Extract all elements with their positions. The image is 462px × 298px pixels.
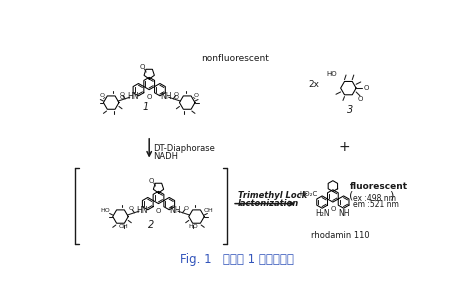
Text: HO₂C: HO₂C: [299, 191, 317, 197]
Text: O: O: [149, 179, 154, 184]
Text: HO: HO: [100, 208, 109, 213]
Text: O: O: [146, 94, 152, 100]
Text: O: O: [156, 208, 161, 214]
Text: +: +: [339, 140, 350, 154]
Text: rhodamin 110: rhodamin 110: [311, 232, 370, 240]
Text: O: O: [174, 92, 179, 97]
Text: NH: NH: [169, 206, 181, 215]
Text: O: O: [183, 206, 188, 211]
Text: O: O: [120, 92, 125, 97]
Text: HO: HO: [326, 71, 337, 77]
Text: 3: 3: [347, 105, 353, 115]
Text: lactonization: lactonization: [237, 199, 299, 208]
Text: O: O: [174, 95, 179, 100]
Text: NH: NH: [160, 92, 171, 101]
Text: 2x: 2x: [308, 80, 319, 89]
Text: ex :498 nm: ex :498 nm: [353, 194, 396, 203]
Text: OH: OH: [119, 224, 128, 229]
Text: em :521 nm: em :521 nm: [353, 200, 399, 209]
Text: O: O: [120, 95, 125, 100]
Text: ): ): [389, 190, 394, 201]
Text: (: (: [349, 190, 353, 201]
Text: HO: HO: [188, 224, 198, 229]
Text: DT-Diaphorase: DT-Diaphorase: [153, 145, 215, 153]
Text: 2: 2: [148, 220, 154, 230]
Text: O: O: [99, 93, 104, 98]
Text: nonfluorescent: nonfluorescent: [201, 54, 269, 63]
Text: O: O: [330, 207, 335, 212]
Text: NADH: NADH: [153, 152, 178, 161]
Text: OH: OH: [204, 208, 214, 213]
Text: 1: 1: [142, 102, 148, 112]
Text: HN: HN: [136, 206, 148, 215]
Text: Fig. 1   化合物 1 の反応機構: Fig. 1 化合物 1 の反応機構: [180, 253, 294, 266]
Text: H₂N: H₂N: [315, 209, 329, 218]
Text: HN: HN: [127, 92, 139, 101]
Text: fluorescent: fluorescent: [350, 182, 408, 191]
Text: O: O: [129, 206, 134, 211]
Text: O: O: [364, 85, 369, 91]
Text: Trimethyl Lock: Trimethyl Lock: [237, 191, 307, 201]
Text: O: O: [140, 64, 145, 71]
Text: O: O: [194, 93, 199, 98]
Text: NH: NH: [338, 209, 349, 218]
Text: O: O: [358, 96, 364, 102]
